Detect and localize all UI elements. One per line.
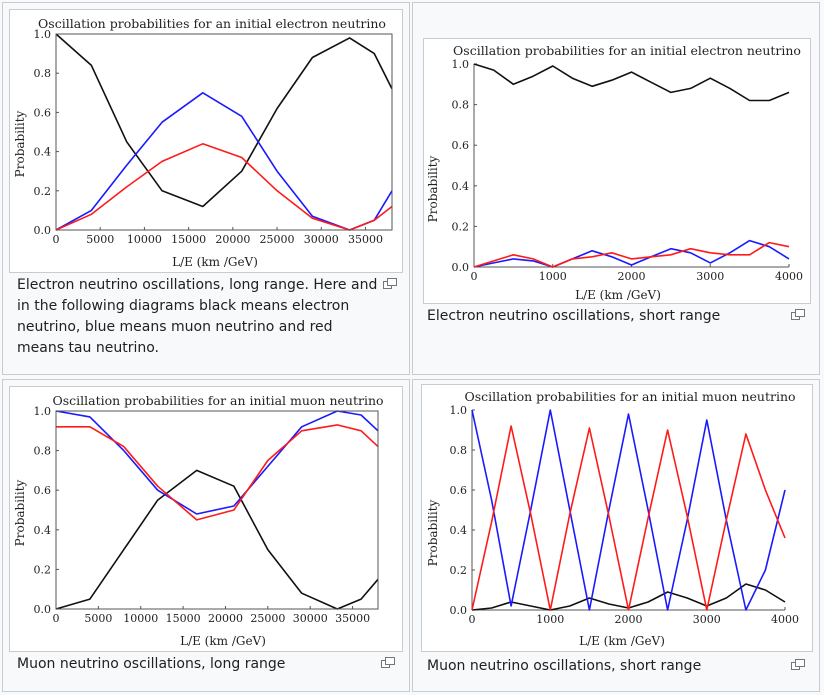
x-tick-label: 4000 (775, 270, 803, 283)
y-tick-label: 0.0 (452, 261, 470, 274)
x-tick-label: 3000 (696, 270, 724, 283)
plot-frame (55, 410, 379, 610)
x-tick-label: 30000 (293, 612, 328, 625)
y-tick-label: 0.2 (450, 564, 468, 577)
x-tick-label: 4000 (771, 613, 799, 626)
oscillation-chart: Oscillation probabilities for an initial… (424, 39, 810, 303)
y-tick-label: 0.6 (34, 484, 52, 497)
gallery-image[interactable]: Oscillation probabilities for an initial… (9, 9, 403, 273)
x-axis-label: L/E (km /GeV) (172, 255, 258, 269)
chart-background (10, 387, 402, 651)
chart-title: Oscillation probabilities for an initial… (453, 43, 801, 58)
y-tick-label: 0.4 (34, 524, 52, 537)
magnify-icon[interactable] (791, 309, 805, 321)
tau-series-line (56, 424, 379, 521)
x-tick-label: 3000 (693, 613, 721, 626)
y-axis-label: Probability (13, 479, 27, 546)
y-axis-label: Probability (426, 155, 440, 222)
chart-title: Oscillation probabilities for an initial… (52, 393, 383, 408)
image-caption: Muon neutrino oscillations, short range (427, 658, 702, 674)
magnify-icon[interactable] (383, 278, 397, 290)
x-axis-label: L/E (km /GeV) (575, 288, 661, 302)
y-tick-label: 0.8 (450, 444, 468, 457)
y-tick-label: 0.2 (34, 563, 52, 576)
tau-series-line (471, 425, 786, 611)
chart-title: Oscillation probabilities for an initial… (38, 16, 386, 31)
y-tick-label: 1.0 (452, 58, 470, 71)
y-tick-label: 0.0 (34, 224, 52, 237)
x-tick-label: 10000 (123, 612, 158, 625)
gallery-image[interactable]: Oscillation probabilities for an initial… (421, 384, 813, 652)
x-tick-label: 1000 (536, 613, 564, 626)
magnify-icon[interactable] (791, 659, 805, 671)
x-tick-label: 15000 (171, 233, 206, 246)
y-tick-label: 0.2 (452, 220, 470, 233)
x-tick-label: 20000 (208, 612, 243, 625)
x-tick-label: 35000 (335, 612, 370, 625)
image-caption: Muon neutrino oscillations, long range (17, 656, 286, 672)
tau-series-line (473, 241, 790, 268)
y-tick-label: 1.0 (34, 405, 52, 418)
x-tick-label: 30000 (304, 233, 339, 246)
gallery-cell: Oscillation probabilities for an initial… (412, 2, 820, 375)
x-tick-label: 5000 (84, 612, 112, 625)
electron-series-line (55, 469, 379, 610)
y-tick-label: 0.0 (34, 603, 52, 616)
y-tick-label: 0.4 (450, 524, 468, 537)
y-tick-label: 0.8 (452, 99, 470, 112)
x-tick-label: 0 (53, 612, 60, 625)
y-tick-label: 0.2 (34, 185, 52, 198)
x-axis-label: L/E (km /GeV) (180, 634, 266, 648)
x-tick-label: 2000 (615, 613, 643, 626)
x-tick-label: 15000 (166, 612, 201, 625)
x-tick-label: 5000 (86, 233, 114, 246)
muon-series-line (473, 239, 790, 268)
tau-series-line (55, 143, 393, 231)
gallery-cell: Oscillation probabilities for an initial… (2, 379, 410, 692)
gallery-image[interactable]: Oscillation probabilities for an initial… (423, 38, 811, 304)
x-tick-label: 1000 (539, 270, 567, 283)
y-tick-label: 0.8 (34, 445, 52, 458)
image-caption: Electron neutrino oscillations, long ran… (17, 277, 378, 356)
x-tick-label: 25000 (260, 233, 295, 246)
muon-series-line (471, 409, 786, 611)
electron-series-line (55, 33, 393, 208)
y-axis-label: Probability (426, 499, 440, 566)
electron-series-line (473, 63, 790, 102)
image-caption: Electron neutrino oscillations, short ra… (427, 308, 721, 324)
plot-frame (55, 33, 393, 231)
x-tick-label: 10000 (127, 233, 162, 246)
x-tick-label: 25000 (250, 612, 285, 625)
x-tick-label: 35000 (348, 233, 383, 246)
gallery-cell: Oscillation probabilities for an initial… (412, 379, 820, 692)
chart-title: Oscillation probabilities for an initial… (464, 389, 795, 404)
y-tick-label: 0.0 (450, 604, 468, 617)
y-tick-label: 1.0 (450, 404, 468, 417)
chart-background (10, 10, 402, 272)
y-tick-label: 0.6 (34, 106, 52, 119)
oscillation-chart: Oscillation probabilities for an initial… (422, 385, 812, 651)
y-tick-label: 0.4 (452, 180, 470, 193)
x-tick-label: 20000 (215, 233, 250, 246)
chart-background (422, 385, 812, 651)
oscillation-chart: Oscillation probabilities for an initial… (10, 387, 402, 651)
y-tick-label: 0.6 (450, 484, 468, 497)
x-tick-label: 0 (469, 613, 476, 626)
y-tick-label: 0.8 (34, 67, 52, 80)
magnify-icon[interactable] (381, 657, 395, 669)
x-tick-label: 0 (471, 270, 478, 283)
gallery-cell: Oscillation probabilities for an initial… (2, 2, 410, 375)
y-tick-label: 1.0 (34, 28, 52, 41)
gallery-image[interactable]: Oscillation probabilities for an initial… (9, 386, 403, 652)
y-tick-label: 0.6 (452, 139, 470, 152)
y-axis-label: Probability (13, 110, 27, 177)
x-tick-label: 0 (53, 233, 60, 246)
x-tick-label: 2000 (618, 270, 646, 283)
oscillation-chart: Oscillation probabilities for an initial… (10, 10, 402, 272)
x-axis-label: L/E (km /GeV) (579, 634, 665, 648)
y-tick-label: 0.4 (34, 146, 52, 159)
